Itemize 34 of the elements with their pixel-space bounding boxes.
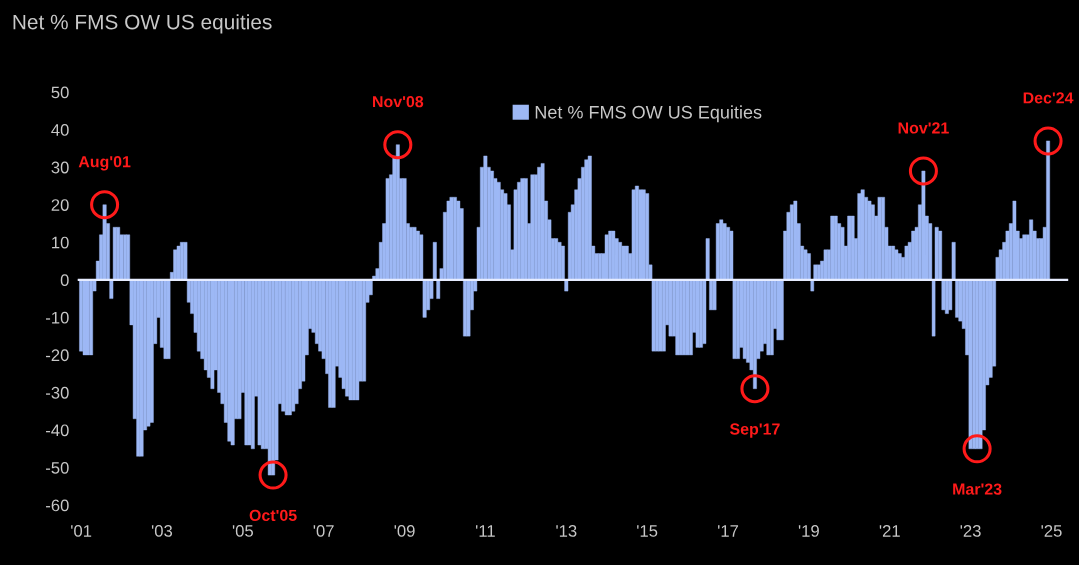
x-tick-label: '03 <box>151 524 173 537</box>
y-tick-label: 40 <box>51 124 69 136</box>
x-tick-label: '15 <box>637 525 658 537</box>
x-tick-label: '11 <box>475 525 495 537</box>
x-tick-label: '01 <box>71 524 92 537</box>
x-tick-label: '07 <box>313 524 334 537</box>
y-tick-label: -10 <box>46 311 69 324</box>
x-tick-label: '21 <box>879 524 900 537</box>
annotation: Nov'21 <box>898 122 949 134</box>
chart-title: Net % FMS OW US equities <box>13 14 272 34</box>
y-tick-label: 10 <box>52 236 69 249</box>
y-tick-label: -60 <box>46 499 69 512</box>
x-tick-label: '25 <box>1041 524 1062 537</box>
annotation: Nov'08 <box>373 95 424 108</box>
x-tick-label: '17 <box>718 525 739 537</box>
x-tick-label: '13 <box>556 524 577 537</box>
y-tick-label: 20 <box>51 199 69 211</box>
annotation: Dec'24 <box>1023 92 1074 104</box>
y-tick-label: -30 <box>46 386 69 399</box>
x-tick-label: '05 <box>232 524 254 537</box>
legend-label: Net % FMS OW US Equities <box>535 105 762 123</box>
y-tick-label: 50 <box>51 86 69 99</box>
x-tick-label: '09 <box>394 524 415 537</box>
annotation: Oct'05 <box>249 509 297 522</box>
y-tick-label: -50 <box>46 461 69 474</box>
annotation: Sep'17 <box>729 423 780 438</box>
annotation: Mar'23 <box>953 483 1002 495</box>
y-tick-label: -40 <box>46 424 69 437</box>
y-tick-label: 0 <box>60 274 69 287</box>
y-tick-label: 30 <box>51 161 69 174</box>
x-tick-label: '23 <box>960 524 981 537</box>
y-tick-label: -20 <box>46 349 69 362</box>
annotation: Aug'01 <box>78 155 131 171</box>
x-tick-label: '19 <box>798 524 819 537</box>
